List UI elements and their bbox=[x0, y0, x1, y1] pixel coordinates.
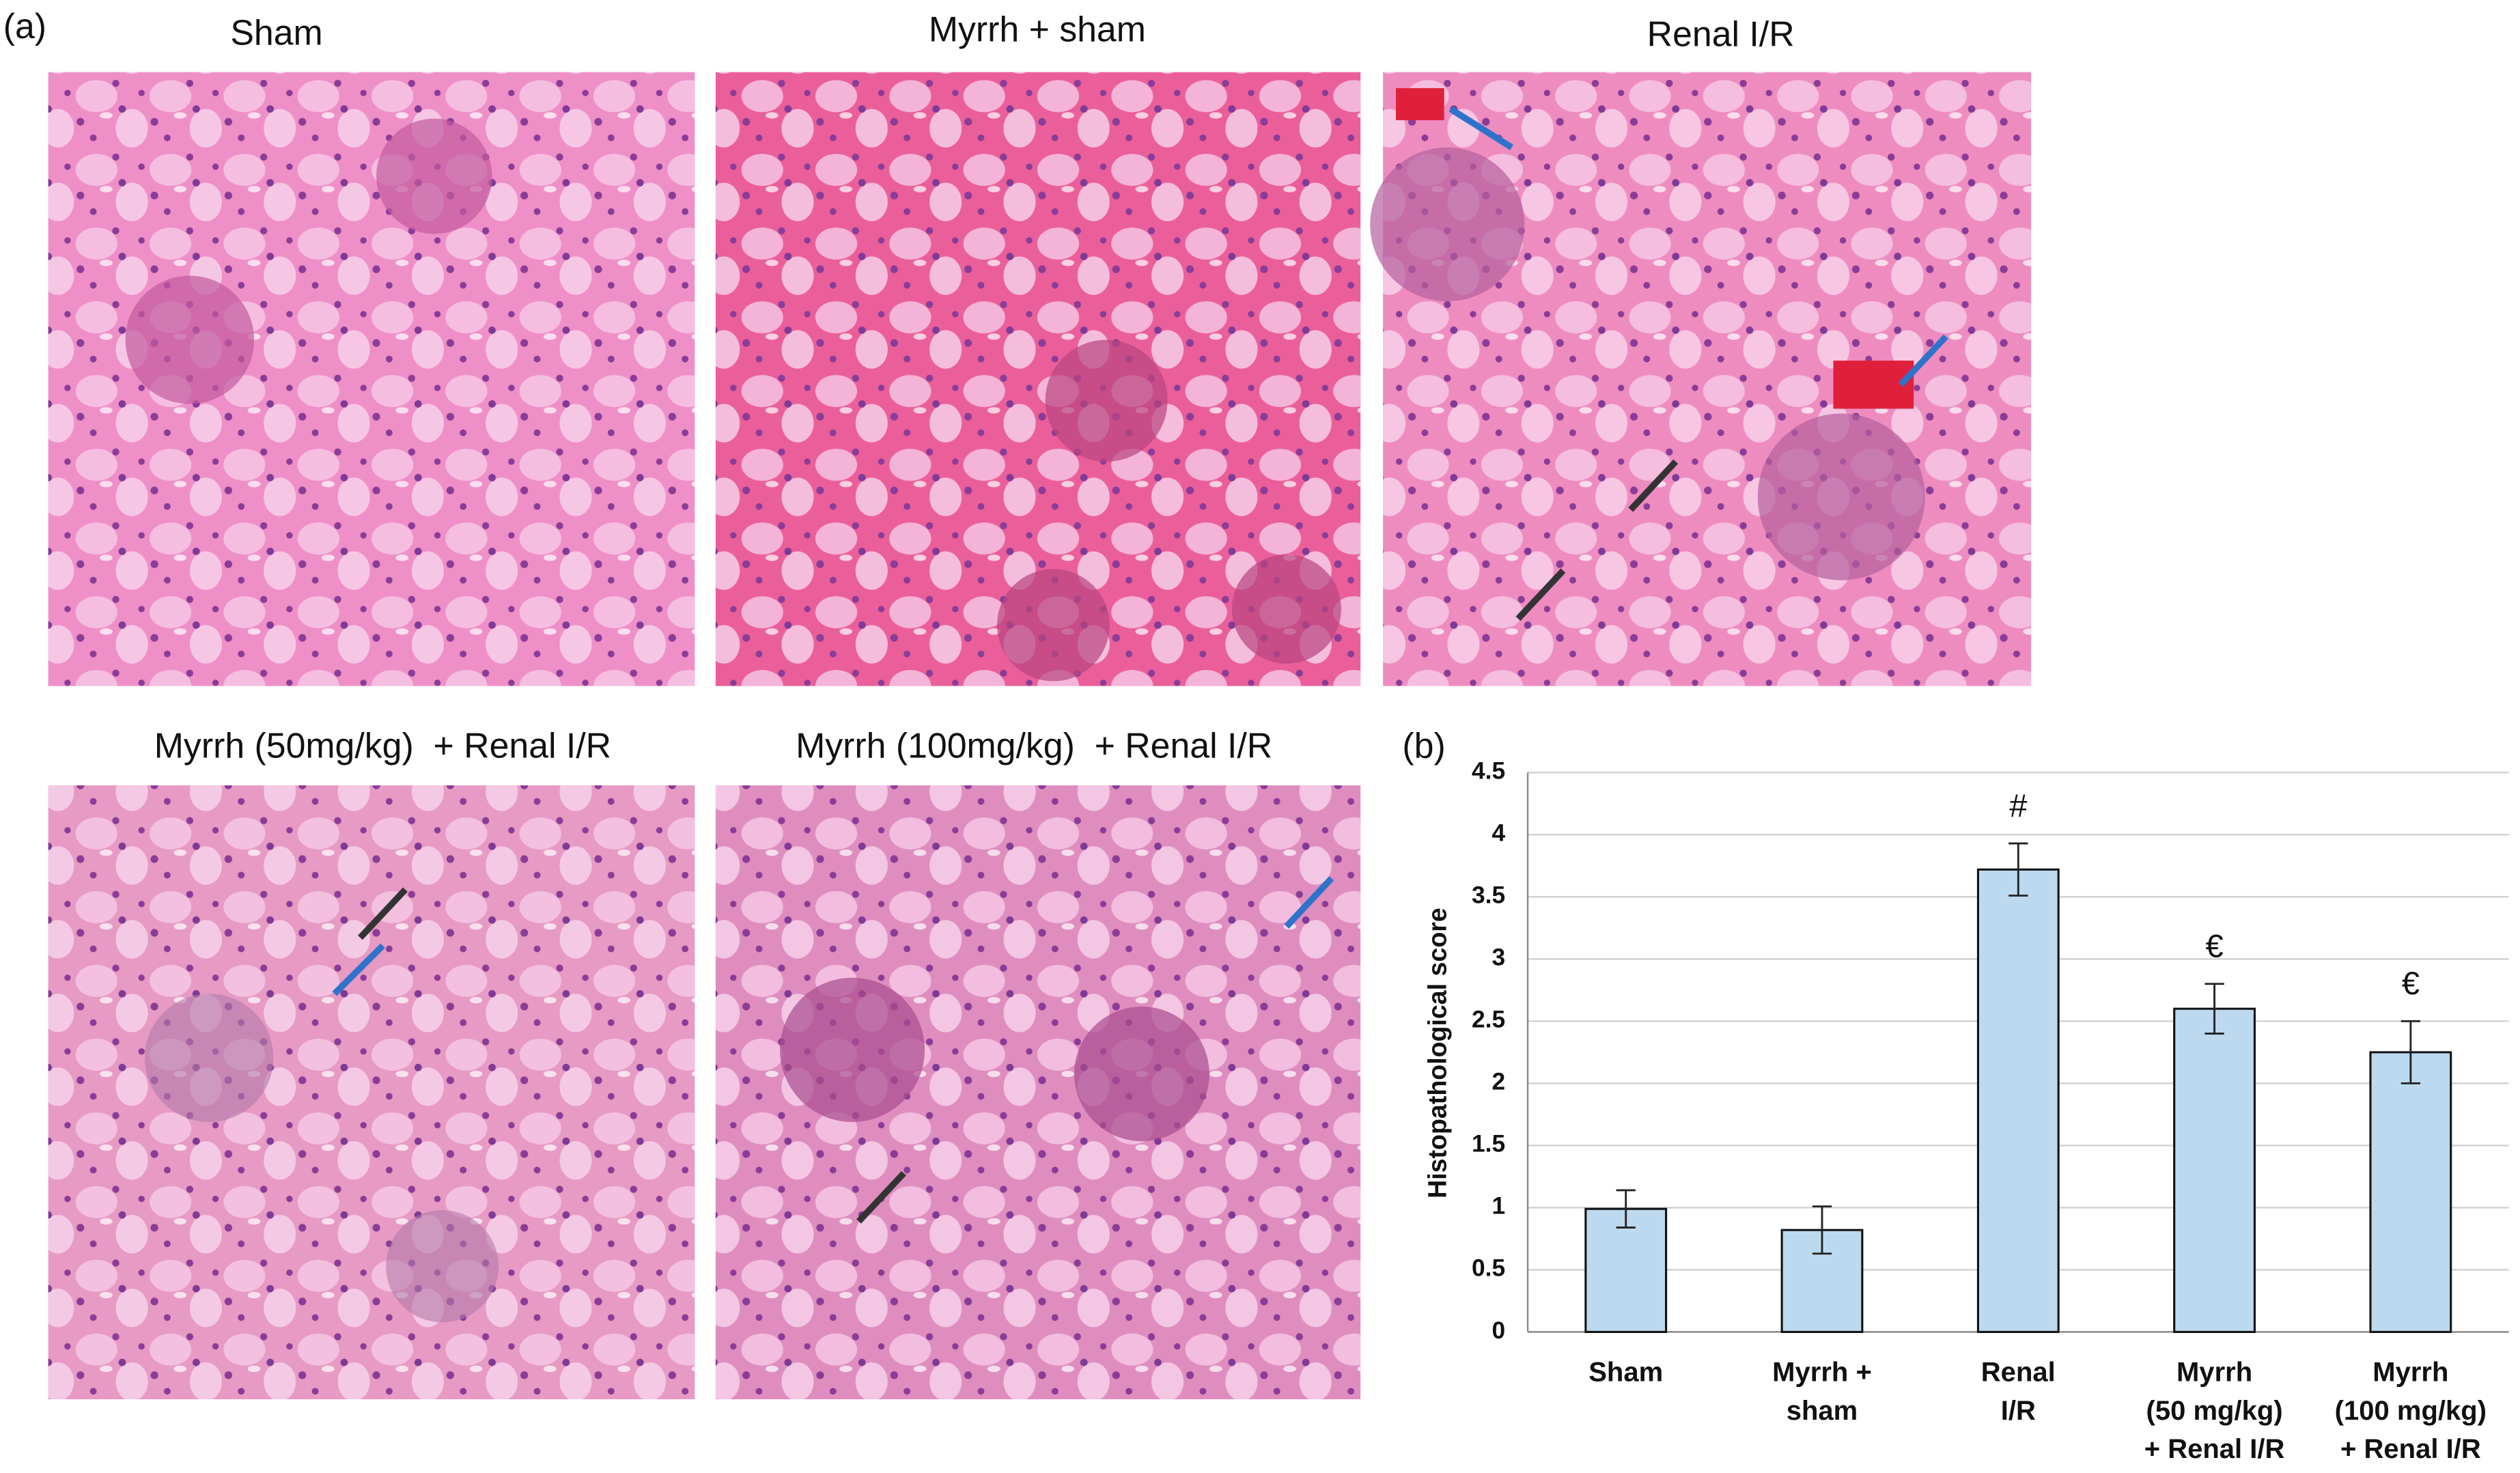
annotation: # bbox=[2009, 787, 2027, 824]
annotation: € bbox=[2205, 928, 2223, 964]
error-bar bbox=[2204, 983, 2224, 1035]
error-bar bbox=[1812, 1205, 1832, 1255]
x-tick-label: Myrrh + sham bbox=[1772, 1357, 1872, 1425]
micrograph bbox=[715, 785, 1361, 1400]
y-tick-label: 4 bbox=[1492, 820, 1505, 847]
panel-label: (b) bbox=[1402, 726, 1445, 766]
y-tick-label: 3 bbox=[1492, 944, 1505, 971]
y-tick-label: 1.5 bbox=[1472, 1131, 1505, 1158]
bar bbox=[2369, 1051, 2452, 1333]
bar bbox=[1976, 868, 2060, 1333]
error-bar bbox=[1616, 1189, 1636, 1229]
image-title: Myrrh (100mg/kg) + Renal I/R bbox=[796, 726, 1272, 766]
y-tick-label: 2.5 bbox=[1472, 1007, 1505, 1033]
image-title: Myrrh + sham bbox=[929, 10, 1146, 49]
x-tick-label: Sham bbox=[1588, 1357, 1663, 1387]
bar bbox=[1584, 1207, 1668, 1333]
y-tick-label: 1 bbox=[1492, 1193, 1505, 1220]
micrograph bbox=[48, 72, 695, 686]
x-tick-label: Myrrh (50 mg/kg) + Renal I/R bbox=[2144, 1357, 2285, 1464]
y-tick-label: 0.5 bbox=[1472, 1255, 1505, 1282]
image-title: Myrrh (50mg/kg) + Renal I/R bbox=[154, 726, 611, 766]
x-tick-label: Myrrh (100 mg/kg) + Renal I/R bbox=[2335, 1357, 2487, 1464]
x-tick-label: Renal I/R bbox=[1981, 1357, 2056, 1425]
y-axis-label: Histopathological score bbox=[1423, 908, 1451, 1198]
y-tick-label: 0 bbox=[1492, 1317, 1505, 1344]
panel-label: (a) bbox=[3, 6, 46, 46]
micrograph bbox=[1370, 72, 2032, 686]
annotation: € bbox=[2402, 965, 2420, 1001]
y-tick-label: 2 bbox=[1492, 1069, 1505, 1095]
micrograph bbox=[715, 72, 1361, 686]
y-tick-label: 3.5 bbox=[1472, 882, 1505, 909]
y-tick-label: 4.5 bbox=[1472, 758, 1505, 785]
bar bbox=[2173, 1007, 2256, 1333]
image-title: Sham bbox=[230, 12, 322, 52]
micrograph bbox=[48, 785, 695, 1400]
error-bar bbox=[2008, 842, 2028, 897]
image-title: Renal I/R bbox=[1647, 14, 1795, 54]
error-bar bbox=[2400, 1020, 2421, 1084]
